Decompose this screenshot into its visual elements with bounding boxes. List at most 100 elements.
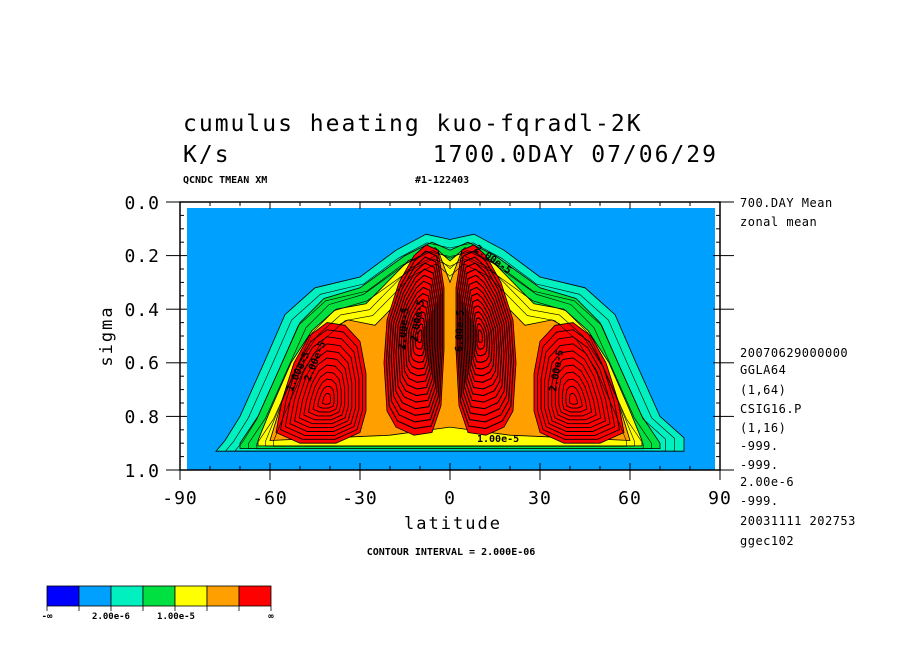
contour-line xyxy=(256,258,644,450)
variable-name: QCNDC TMEAN XM xyxy=(183,175,267,186)
contour-line xyxy=(471,304,493,370)
contour-region xyxy=(275,322,367,444)
contour-label: 2.00e-5 xyxy=(397,307,412,350)
side-note: ggec102 xyxy=(740,534,794,548)
y-tick-label: 0.8 xyxy=(124,407,160,428)
contour-label: 6.00e-5 xyxy=(454,310,466,353)
contour-line xyxy=(388,256,442,423)
contour-fill-layer xyxy=(215,233,685,452)
chart-time: 1700.0DAY 07/06/29 xyxy=(433,142,718,168)
contour-line xyxy=(289,343,356,432)
side-note: 700.DAY Mean xyxy=(740,196,833,210)
contour-line xyxy=(385,250,443,430)
contour-line xyxy=(554,364,597,421)
side-note: (1,64) xyxy=(740,383,786,397)
x-tick-label: 0 xyxy=(444,488,456,509)
contour-line xyxy=(474,317,488,357)
contour-line xyxy=(561,378,588,413)
contour-line xyxy=(569,392,579,405)
colorbar-label: ∞ xyxy=(268,612,274,622)
contour-line xyxy=(457,250,515,430)
y-axis-label: sigma xyxy=(97,305,117,366)
colorbar-swatch xyxy=(142,585,176,607)
x-tick-label: 90 xyxy=(708,488,732,509)
side-note: -999. xyxy=(740,439,779,453)
colorbar-label: -∞ xyxy=(42,612,53,622)
contour-line xyxy=(284,336,360,436)
contour-line xyxy=(390,262,440,416)
side-note: zonal mean xyxy=(740,215,817,229)
contour-line xyxy=(540,336,616,436)
side-note: 20070629000000 xyxy=(740,346,848,360)
colorbar xyxy=(46,585,272,611)
side-note: -999. xyxy=(740,494,779,508)
contour-line xyxy=(265,255,635,447)
contour-line xyxy=(409,311,427,363)
contour-line xyxy=(393,268,439,410)
y-tick-labels: 0.0 0.2 0.4 0.6 0.8 1.0 xyxy=(124,193,160,482)
contour-line xyxy=(293,350,353,429)
colorbar-swatch xyxy=(206,585,240,607)
chart-unit: K/s xyxy=(183,142,231,168)
contour-line xyxy=(551,357,602,425)
contour-line xyxy=(412,317,426,357)
x-tick-label: -30 xyxy=(342,488,378,509)
side-note: -999. xyxy=(740,458,779,472)
contour-line xyxy=(397,280,435,397)
contour-line xyxy=(402,292,432,383)
contour-line xyxy=(558,371,593,417)
plot-area: 1.00e-5 2.00e-5 2.00e-5 2.00e-5 6.00e-5 … xyxy=(166,201,734,480)
x-tick-labels: -90 -60 -30 0 30 60 90 xyxy=(162,488,732,509)
colorbar-label: 2.00e-6 xyxy=(92,612,130,622)
side-notes-top: 700.DAY Mean zonal mean xyxy=(740,196,833,229)
contour-region xyxy=(533,322,625,444)
contour-line xyxy=(461,268,507,410)
contour-label: 1.00e-5 xyxy=(477,434,519,445)
contour-line xyxy=(417,329,423,344)
contour-line xyxy=(321,392,331,405)
contour-line xyxy=(473,311,491,363)
side-notes-bottom: 20070629000000 GGLA64 (1,64) CSIG16.P (1… xyxy=(740,346,855,548)
contour-line-layer xyxy=(224,242,675,452)
colorbar-label: 1.00e-5 xyxy=(157,612,195,622)
contour-line xyxy=(465,280,503,397)
contour-interval-label: CONTOUR INTERVAL = 2.000E-06 xyxy=(367,547,536,558)
run-id: #1-122403 xyxy=(415,175,469,186)
contour-line xyxy=(312,378,339,413)
contour-line xyxy=(544,343,611,432)
contour-line xyxy=(463,274,505,403)
x-tick-label: -60 xyxy=(252,488,288,509)
contour-line xyxy=(565,385,583,409)
contour-line xyxy=(466,286,500,390)
x-axis-label: latitude xyxy=(404,514,502,534)
y-tick-label: 0.4 xyxy=(124,300,160,321)
contour-line xyxy=(477,329,483,344)
colorbar-swatch xyxy=(78,585,112,607)
x-tick-label: -90 xyxy=(162,488,198,509)
contour-line xyxy=(414,323,424,350)
contour-line xyxy=(317,385,335,409)
contour-line xyxy=(307,371,342,417)
contour-line xyxy=(224,242,675,452)
chart-title: cumulus heating kuo-fqradl-2K xyxy=(183,111,643,137)
x-tick-label: 30 xyxy=(528,488,552,509)
colorbar-swatch xyxy=(110,585,144,607)
contour-line xyxy=(407,304,429,370)
axis-ticks xyxy=(166,201,734,480)
contour-line xyxy=(303,364,346,421)
contour-line xyxy=(248,250,652,450)
contour-line xyxy=(458,256,512,423)
colorbar-labels: -∞ 2.00e-6 1.00e-5 ∞ xyxy=(42,612,275,622)
contour-line xyxy=(234,251,666,452)
side-note: GGLA64 xyxy=(740,363,786,377)
colorbar-swatch xyxy=(46,585,80,607)
contour-line xyxy=(273,263,627,447)
contour-line xyxy=(400,286,434,390)
contour-line xyxy=(547,350,607,429)
colorbar-swatch xyxy=(238,585,272,607)
side-note: (1,16) xyxy=(740,421,786,435)
x-tick-label: 60 xyxy=(618,488,642,509)
contour-line xyxy=(395,274,437,403)
y-tick-label: 0.2 xyxy=(124,246,160,267)
